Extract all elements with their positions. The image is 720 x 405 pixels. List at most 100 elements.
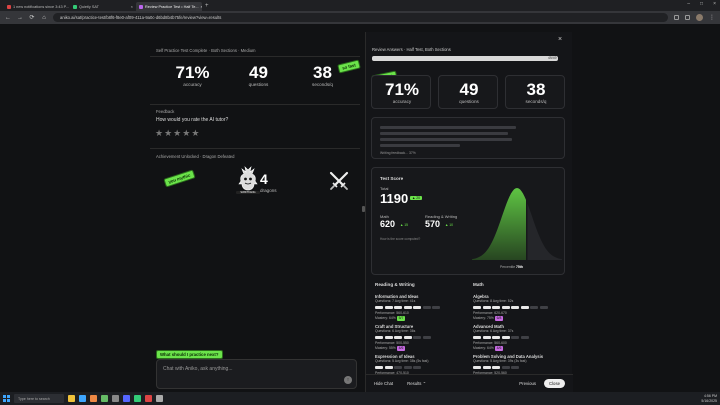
- mastery-text: Mastery: 75%: [473, 315, 495, 320]
- progress-segment: [413, 366, 421, 369]
- achievement-label: Achievement Unlocked · Dragon Defeated: [156, 154, 235, 159]
- skill-item[interactable]: Algebra Questions: 8 Avg time: 52s Perform…: [473, 294, 563, 321]
- maximize-icon[interactable]: □: [700, 1, 704, 7]
- skill-meta: Questions: 7 Avg time: 41s: [375, 299, 416, 303]
- sticker-fast: so fast: [337, 59, 361, 74]
- taskbar-apps: [68, 395, 163, 402]
- progress-segment: [511, 366, 519, 369]
- reload-icon[interactable]: ⟳: [29, 15, 35, 21]
- skill-item[interactable]: Information and Ideas Questions: 7 Avg ti…: [375, 294, 465, 321]
- taskbar-app-icon[interactable]: [112, 395, 119, 402]
- progress-segment: [394, 366, 402, 369]
- extensions-icon[interactable]: [674, 15, 679, 20]
- skill-mastery: Mastery: 64% 5/7: [375, 315, 465, 321]
- browser-tab-2[interactable]: Quietly SAT ×: [70, 2, 136, 11]
- skill-item[interactable]: Problem Solving and Data Analysis Questio…: [473, 354, 563, 374]
- progress-segment: [511, 336, 519, 339]
- skill-name: Expression of Ideas: [375, 354, 415, 359]
- results-dropdown[interactable]: Results ⌃: [407, 380, 427, 386]
- address-bar[interactable]: aniko.ai/sat/practice-test/b8f6-f8e0-af0…: [53, 13, 668, 22]
- skill-progress: [473, 336, 563, 339]
- back-icon[interactable]: ←: [5, 14, 11, 21]
- rating-question: How would you rate the AI tutor?: [156, 117, 229, 123]
- home-icon[interactable]: ⌂: [42, 14, 46, 21]
- crossed-swords-icon: [328, 170, 350, 192]
- tab-favicon-icon: [139, 4, 143, 9]
- minimize-icon[interactable]: –: [687, 1, 691, 7]
- skill-item[interactable]: Advanced Math Questions: 6 Avg time: 37s P…: [473, 324, 563, 351]
- taskbar-app-icon[interactable]: [68, 395, 75, 402]
- taskbar-app-icon[interactable]: [156, 395, 163, 402]
- skill-performance: Performance: 470-510: [375, 370, 409, 374]
- windows-taskbar: Type here to search 4:56 PM 5/16/2025: [0, 392, 720, 405]
- close-icon[interactable]: ×: [558, 36, 563, 43]
- progress-segment: [473, 366, 481, 369]
- close-button[interactable]: Close: [544, 379, 565, 388]
- taskbar-app-icon[interactable]: [90, 395, 97, 402]
- scrollbar-handle[interactable]: [362, 206, 365, 212]
- progress-segment: [511, 306, 519, 309]
- score-computed-link[interactable]: How is the score computed?: [380, 237, 421, 241]
- progress-segment: [520, 306, 529, 309]
- browser-tab-1[interactable]: 1 new notifications since 3:43 P...×: [4, 2, 70, 11]
- menu-icon[interactable]: ⋮: [709, 15, 715, 21]
- accuracy-card: 71% accuracy: [371, 75, 431, 109]
- modal-title: Review Answers · Half Test, Both Section…: [372, 47, 451, 52]
- taskbar-app-icon[interactable]: [134, 395, 141, 402]
- hide-chat-button[interactable]: Hide Chat: [374, 381, 394, 386]
- divider: [150, 56, 360, 57]
- skill-progress: [375, 336, 465, 339]
- math-delta: ▲ 15: [400, 223, 409, 227]
- skill-performance: Performance: 520-560: [473, 370, 507, 374]
- questions-stat: 49 questions: [248, 63, 269, 88]
- progress-segment: [422, 336, 431, 339]
- sidebar-icon[interactable]: [685, 15, 690, 20]
- dragon-icon: SWIFTFANG: [236, 166, 260, 196]
- mastery-text: Mastery: 55%: [375, 345, 397, 350]
- taskbar-search[interactable]: Type here to search: [14, 394, 64, 403]
- chat-input[interactable]: Chat with Aniko, ask anything... ↑: [156, 359, 357, 389]
- total-score: 1190: [380, 191, 409, 206]
- skill-performance: Performance: 560-600: [473, 340, 507, 345]
- star-icon[interactable]: ★: [164, 128, 174, 138]
- progress-segment: [384, 306, 393, 309]
- test-score-card: Test Score Total 1190 ▲ 20 Math 620 ▲ 15…: [371, 167, 565, 275]
- star-icon[interactable]: ★: [173, 128, 183, 138]
- star-icon[interactable]: ★: [182, 128, 192, 138]
- taskbar-app-icon[interactable]: [145, 395, 152, 402]
- close-window-icon[interactable]: ×: [713, 1, 716, 7]
- progress-segment: [520, 336, 529, 339]
- taskbar-app-icon[interactable]: [101, 395, 108, 402]
- windows-start-icon[interactable]: [3, 395, 10, 402]
- close-tab-icon[interactable]: ×: [200, 4, 202, 9]
- rw-delta: ▲ 10: [445, 223, 454, 227]
- mastery-badge: 5/7: [396, 315, 406, 321]
- new-tab-button[interactable]: +: [205, 3, 209, 9]
- chat-suggestion-chip[interactable]: What should I practice next?: [156, 350, 223, 359]
- browser-tab-3[interactable]: Review Practice Test • Half Te... ×: [136, 2, 202, 11]
- progress-segment: [394, 306, 402, 309]
- taskbar-app-icon[interactable]: [123, 395, 130, 402]
- loading-line: [380, 126, 516, 129]
- star-icon[interactable]: ★: [191, 128, 201, 138]
- skills-section: Reading & Writing Math Information and I…: [371, 280, 565, 374]
- profile-avatar[interactable]: [696, 14, 703, 21]
- system-clock[interactable]: 4:56 PM 5/16/2025: [701, 394, 717, 403]
- loading-line: [380, 138, 512, 141]
- skill-item[interactable]: Expression of Ideas Questions: 5 Avg time…: [375, 354, 465, 374]
- send-icon[interactable]: ↑: [344, 376, 352, 384]
- progress-segment: [413, 306, 421, 309]
- forward-icon[interactable]: →: [17, 14, 23, 21]
- results-panel: Self Practice Test Complete · Both Secti…: [150, 24, 365, 392]
- skill-item[interactable]: Craft and Structure Questions: 6 Avg time…: [375, 324, 465, 351]
- progress-segment: [432, 306, 440, 309]
- skill-meta: Questions: 8 Avg time: 52s: [473, 299, 514, 303]
- taskbar-app-icon[interactable]: [79, 395, 86, 402]
- feedback-label: Feedback: [156, 109, 175, 114]
- star-icon[interactable]: ★: [155, 128, 165, 138]
- progress-segment: [422, 306, 431, 309]
- mastery-badge: 4/6: [396, 345, 406, 351]
- browser-tab-strip: 1 new notifications since 3:43 P...× Qui…: [0, 0, 720, 11]
- close-tab-icon[interactable]: ×: [130, 4, 133, 9]
- previous-button[interactable]: Previous: [519, 381, 536, 386]
